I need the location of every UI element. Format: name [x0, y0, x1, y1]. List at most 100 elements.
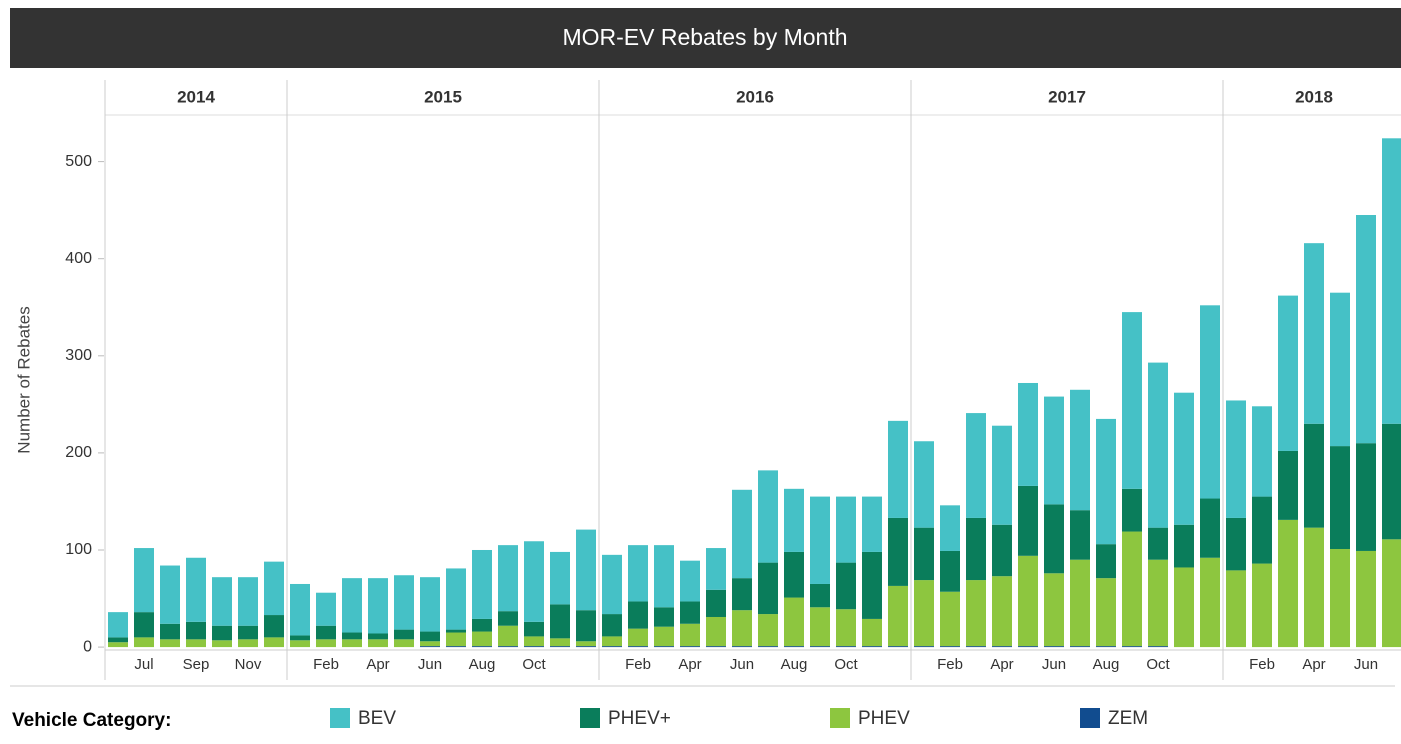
x-tick-label: Aug [469, 656, 496, 673]
bar-segment [862, 496, 882, 552]
bar-segment [758, 646, 778, 648]
bar-segment [368, 639, 388, 648]
bar-segment [498, 646, 518, 648]
bar-segment [290, 635, 310, 641]
bar-segment [1356, 550, 1376, 648]
bar-segment [1122, 646, 1142, 648]
bar-segment [732, 646, 752, 648]
bar-segment [1148, 646, 1168, 648]
bar-segment [134, 548, 154, 613]
bar-segment [602, 614, 622, 637]
bar-segment [1356, 443, 1376, 551]
bar-segment [576, 529, 596, 611]
bar-segment [862, 551, 882, 619]
year-label: 2016 [736, 87, 774, 106]
legend-swatch [1080, 708, 1100, 728]
bar-segment [680, 560, 700, 602]
bar-segment [784, 597, 804, 647]
bar-segment [654, 646, 674, 648]
bar-segment [290, 583, 310, 636]
bar-segment [576, 646, 596, 648]
bar-segment [264, 615, 284, 638]
y-tick-label: 100 [65, 541, 92, 558]
bar-segment [1382, 138, 1401, 424]
bar-segment [1018, 555, 1038, 647]
bar-segment [628, 628, 648, 647]
bar-segment [810, 583, 830, 608]
bar-segment [1356, 215, 1376, 444]
bar-segment [602, 554, 622, 615]
bar-segment [524, 646, 544, 648]
bar-segment [628, 601, 648, 629]
bar-segment [706, 589, 726, 617]
bar-segment [108, 612, 128, 638]
bar-segment [1252, 496, 1272, 564]
bar-segment [888, 646, 908, 648]
bar-segment [862, 618, 882, 647]
bar-segment [238, 577, 258, 626]
bar-segment [680, 623, 700, 647]
bar-segment [498, 545, 518, 612]
year-label: 2018 [1295, 87, 1333, 106]
bar-segment [316, 592, 336, 626]
bar-segment [550, 638, 570, 647]
x-tick-label: Apr [1302, 656, 1325, 673]
bar-segment [706, 616, 726, 647]
bar-segment [576, 610, 596, 642]
bar-segment [1278, 519, 1298, 648]
bar-segment [1122, 488, 1142, 532]
year-label: 2017 [1048, 87, 1086, 106]
bar-segment [992, 425, 1012, 525]
title-bar [10, 8, 1401, 68]
legend-swatch [830, 708, 850, 728]
bar-segment [290, 640, 310, 648]
year-label: 2015 [424, 87, 462, 106]
bar-segment [420, 577, 440, 632]
bar-segment [940, 505, 960, 551]
x-tick-label: Apr [678, 656, 701, 673]
bar-segment [1226, 400, 1246, 518]
bar-segment [992, 524, 1012, 577]
x-tick-label: Apr [366, 656, 389, 673]
bar-segment [550, 646, 570, 648]
bar-segment [160, 639, 180, 648]
bar-segment [1018, 382, 1038, 486]
bar-segment [784, 551, 804, 598]
bar-segment [1200, 557, 1220, 648]
year-label: 2014 [177, 87, 215, 106]
bar-segment [524, 621, 544, 637]
bar-segment [446, 646, 466, 648]
bar-segment [1148, 559, 1168, 647]
bar-segment [758, 562, 778, 615]
bar-segment [1226, 570, 1246, 648]
bar-segment [1330, 446, 1350, 550]
bar-segment [836, 562, 856, 610]
bar-segment [1018, 646, 1038, 648]
bar-segment [186, 557, 206, 622]
bar-segment [888, 420, 908, 518]
bar-segment [446, 629, 466, 633]
bar-segment [186, 621, 206, 640]
bar-segment [628, 646, 648, 648]
bar-segment [836, 646, 856, 648]
bar-segment [1148, 362, 1168, 528]
bar-segment [212, 577, 232, 626]
bar-segment [862, 646, 882, 648]
bar-segment [472, 631, 492, 647]
bar-segment [940, 591, 960, 647]
bar-segment [264, 561, 284, 616]
bar-segment [498, 611, 518, 626]
bar-segment [446, 568, 466, 630]
y-tick-label: 200 [65, 444, 92, 461]
y-axis-title: Number of Rebates [14, 306, 33, 453]
bar-segment [1070, 646, 1090, 648]
bar-segment [784, 488, 804, 552]
bar-segment [810, 646, 830, 648]
x-tick-label: Apr [990, 656, 1013, 673]
bar-segment [706, 646, 726, 648]
bar-segment [654, 626, 674, 647]
x-tick-label: Aug [781, 656, 808, 673]
bar-segment [732, 578, 752, 611]
